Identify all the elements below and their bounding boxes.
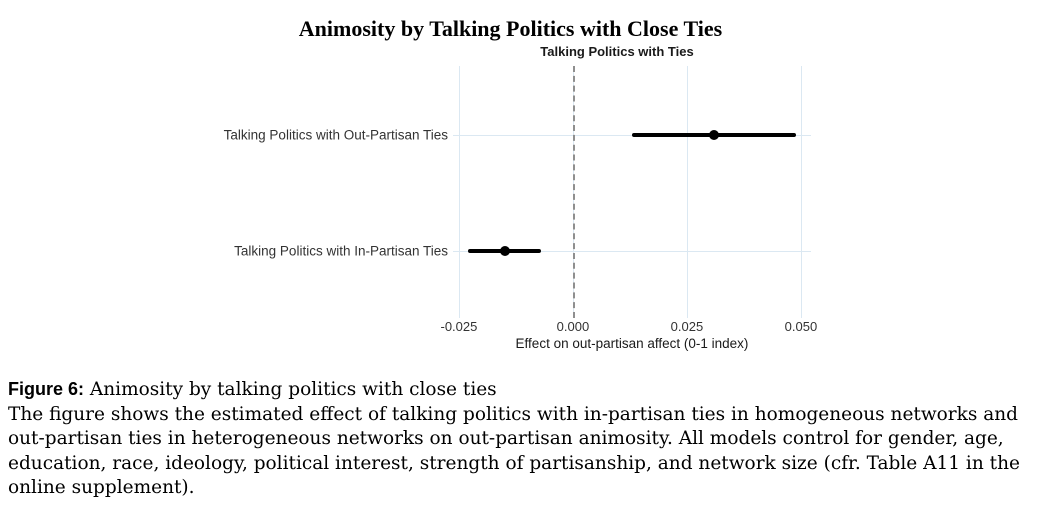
panel-title: Talking Politics with Ties xyxy=(540,44,694,59)
x-axis-title: Effect on out-partisan affect (0-1 index… xyxy=(515,336,749,351)
gridline-horizontal xyxy=(453,251,811,253)
point-estimate xyxy=(709,130,720,141)
caption-body-line: education, race, ideology, political int… xyxy=(8,452,1020,474)
gridline-vertical xyxy=(800,66,802,318)
figure-caption: Figure 6: Animosity by talking politics … xyxy=(8,377,1038,501)
caption-heading-line: Figure 6: Animosity by talking politics … xyxy=(8,377,1038,403)
chart-title: Animosity by Talking Politics with Close… xyxy=(298,16,723,41)
caption-body-line: out-partisan ties in heterogeneous netwo… xyxy=(8,428,1004,449)
point-estimate xyxy=(499,246,510,257)
gridline-vertical xyxy=(686,66,688,318)
x-tick-label: 0.000 xyxy=(556,319,590,334)
x-tick-label: 0.050 xyxy=(784,319,818,334)
x-axis-tick-labels: -0.025 0.000 0.025 0.050 xyxy=(0,319,1043,335)
gridline-vertical xyxy=(458,66,460,318)
x-tick-label: 0.025 xyxy=(670,319,704,334)
plot-panel xyxy=(453,66,811,318)
figure-number-label: Figure 6: xyxy=(8,379,85,399)
zero-reference-line xyxy=(572,66,575,318)
caption-heading-text: Animosity by talking politics with close… xyxy=(84,379,497,400)
gridline-horizontal xyxy=(453,135,811,137)
caption-body-line: online supplement). xyxy=(8,477,195,498)
caption-body-line: The figure shows the estimated effect of… xyxy=(8,403,1019,425)
category-label: Talking Politics with In-Partisan Ties xyxy=(234,243,448,259)
category-label: Talking Politics with Out-Partisan Ties xyxy=(223,127,448,143)
x-tick-label: -0.025 xyxy=(440,319,478,334)
